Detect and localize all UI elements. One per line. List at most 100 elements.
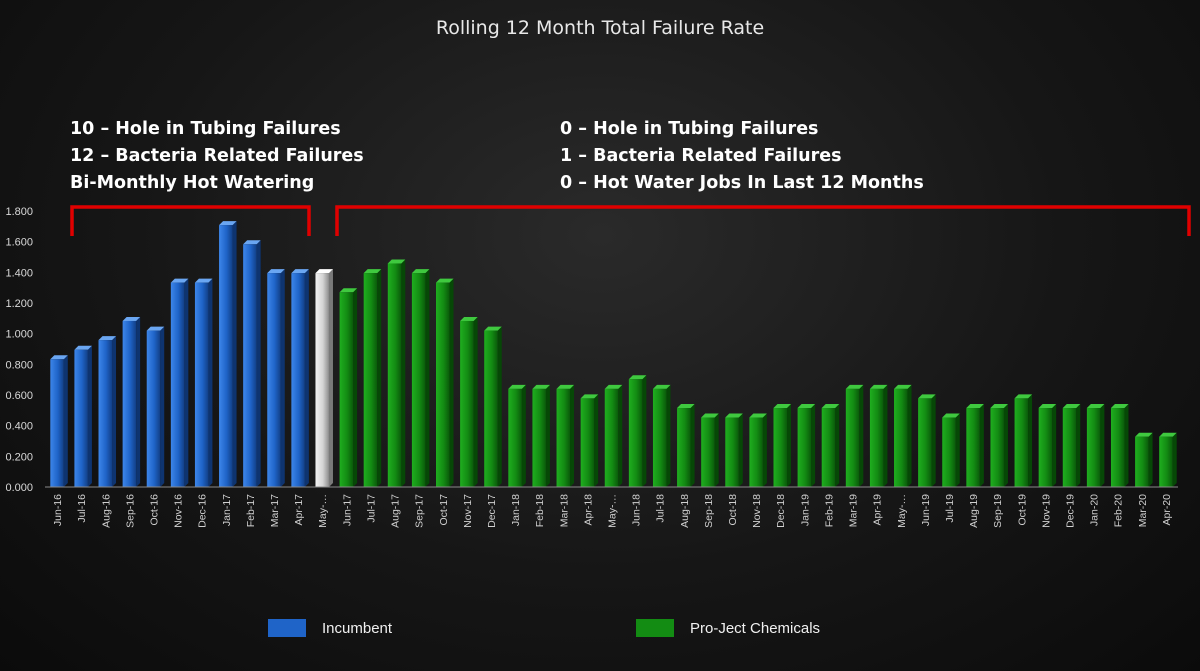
bar-front — [869, 388, 884, 487]
bar-project — [990, 404, 1008, 487]
bar-front — [677, 408, 691, 487]
bar-project — [1110, 404, 1129, 487]
bar-front — [894, 388, 908, 487]
bar-top — [749, 413, 767, 418]
x-tick-label: May-… — [317, 494, 329, 528]
bar-top — [725, 413, 743, 418]
bar-front — [1086, 408, 1101, 487]
bar-incumbent — [194, 278, 213, 487]
bar-top — [1038, 404, 1057, 409]
bar-side — [545, 384, 550, 487]
bar-side — [353, 288, 358, 487]
x-tick-label: Jan-20 — [1089, 494, 1101, 526]
bar-front — [701, 417, 715, 487]
x-tick-label: Jan-18 — [510, 494, 522, 526]
bar-top — [339, 288, 358, 293]
bar-project — [1014, 394, 1033, 487]
bar-side — [497, 326, 502, 487]
x-tick-label: Jan-17 — [221, 494, 233, 526]
bar-project — [894, 384, 912, 487]
bar-top — [701, 413, 719, 418]
x-tick-label: Sep-17 — [414, 494, 426, 528]
bar-front — [942, 417, 956, 487]
bar-top — [1086, 404, 1105, 409]
right-annotation-line-1: 0 – Hole in Tubing Failures — [560, 119, 818, 139]
bar-top — [508, 384, 526, 389]
project-period-bracket — [335, 205, 1191, 236]
x-tick-label: Nov-19 — [1040, 494, 1052, 528]
bars — [50, 221, 1177, 487]
bar-top — [243, 240, 261, 245]
bar-top — [194, 278, 213, 283]
x-tick-label: Jul-19 — [944, 494, 956, 523]
x-tick-label: Jun-19 — [920, 494, 932, 526]
bar-top — [436, 278, 454, 283]
bar-top — [363, 269, 382, 274]
bar-top — [628, 375, 647, 380]
bar-project — [604, 384, 623, 487]
bar-top — [460, 316, 478, 321]
x-tick-label: Aug-16 — [100, 494, 112, 528]
bar-top — [1159, 432, 1177, 437]
y-tick-label: 1.000 — [5, 329, 33, 341]
bar-top — [74, 345, 92, 350]
bar-front — [339, 292, 354, 487]
x-tick-label: Jun-16 — [52, 494, 64, 526]
x-tick-label: Nov-16 — [173, 494, 185, 528]
bar-side — [883, 384, 888, 487]
bar-project — [339, 288, 358, 487]
bar-front — [532, 388, 546, 487]
bar-project — [580, 394, 599, 487]
bar-front — [219, 225, 233, 487]
bar-side — [594, 394, 599, 487]
bar-front — [918, 398, 932, 487]
x-tick-label: Feb-20 — [1113, 494, 1125, 527]
bar-project — [411, 269, 430, 487]
bar-top — [146, 326, 165, 331]
bar-front — [1159, 436, 1173, 487]
bar-front — [291, 273, 305, 487]
bar-side — [762, 413, 767, 487]
bar-top — [387, 259, 406, 264]
y-tick-label: 0.800 — [5, 359, 33, 371]
left-annotation-line-1: 10 – Hole in Tubing Failures — [70, 119, 341, 139]
y-tick-label: 1.600 — [5, 237, 33, 249]
y-tick-label: 0.400 — [5, 421, 33, 433]
x-tick-label: Apr-19 — [872, 494, 884, 526]
bar-front — [122, 320, 137, 487]
chart-title: Rolling 12 Month Total Failure Rate — [436, 17, 764, 39]
bar-project — [869, 384, 888, 487]
bar-project — [1062, 404, 1081, 487]
bar-incumbent — [146, 326, 165, 487]
bar-project — [749, 413, 767, 487]
bar-front — [821, 408, 836, 487]
bar-project — [1135, 432, 1153, 487]
bar-side — [87, 345, 92, 487]
bar-incumbent — [170, 278, 189, 487]
x-tick-label: May-… — [896, 494, 908, 528]
bar-project — [1086, 404, 1105, 487]
x-tick-label: Jul-18 — [655, 494, 667, 523]
x-tick-label: Dec-17 — [486, 494, 498, 528]
bar-incumbent — [243, 240, 261, 487]
y-axis: 0.000 0.200 0.400 0.600 0.800 1.000 1.200 1.400… — [5, 206, 33, 494]
left-annotation: 10 – Hole in Tubing Failures 12 – Bacter… — [70, 119, 364, 193]
bar-side — [618, 384, 623, 487]
bar-top — [1062, 404, 1081, 409]
bar-front — [411, 273, 426, 487]
x-tick-label: Feb-17 — [245, 494, 257, 527]
bar-side — [425, 269, 430, 487]
bar-project — [1038, 404, 1057, 487]
bar-front — [1038, 408, 1053, 487]
bar-project — [363, 269, 382, 487]
bar-front — [797, 408, 812, 487]
x-axis: Jun-16 Jul-16 Aug-16 Sep-16 Oct-16 Nov-16 Dec-… — [52, 494, 1173, 528]
bar-top — [821, 404, 840, 409]
right-annotation-line-3: 0 – Hot Water Jobs In Last 12 Months — [560, 173, 924, 193]
x-tick-label: Mar-19 — [848, 494, 860, 527]
bar-side — [570, 384, 575, 487]
x-tick-label: Feb-18 — [534, 494, 546, 527]
x-tick-label: Sep-19 — [992, 494, 1004, 528]
bar-front — [628, 379, 643, 487]
bar-side — [738, 413, 743, 487]
